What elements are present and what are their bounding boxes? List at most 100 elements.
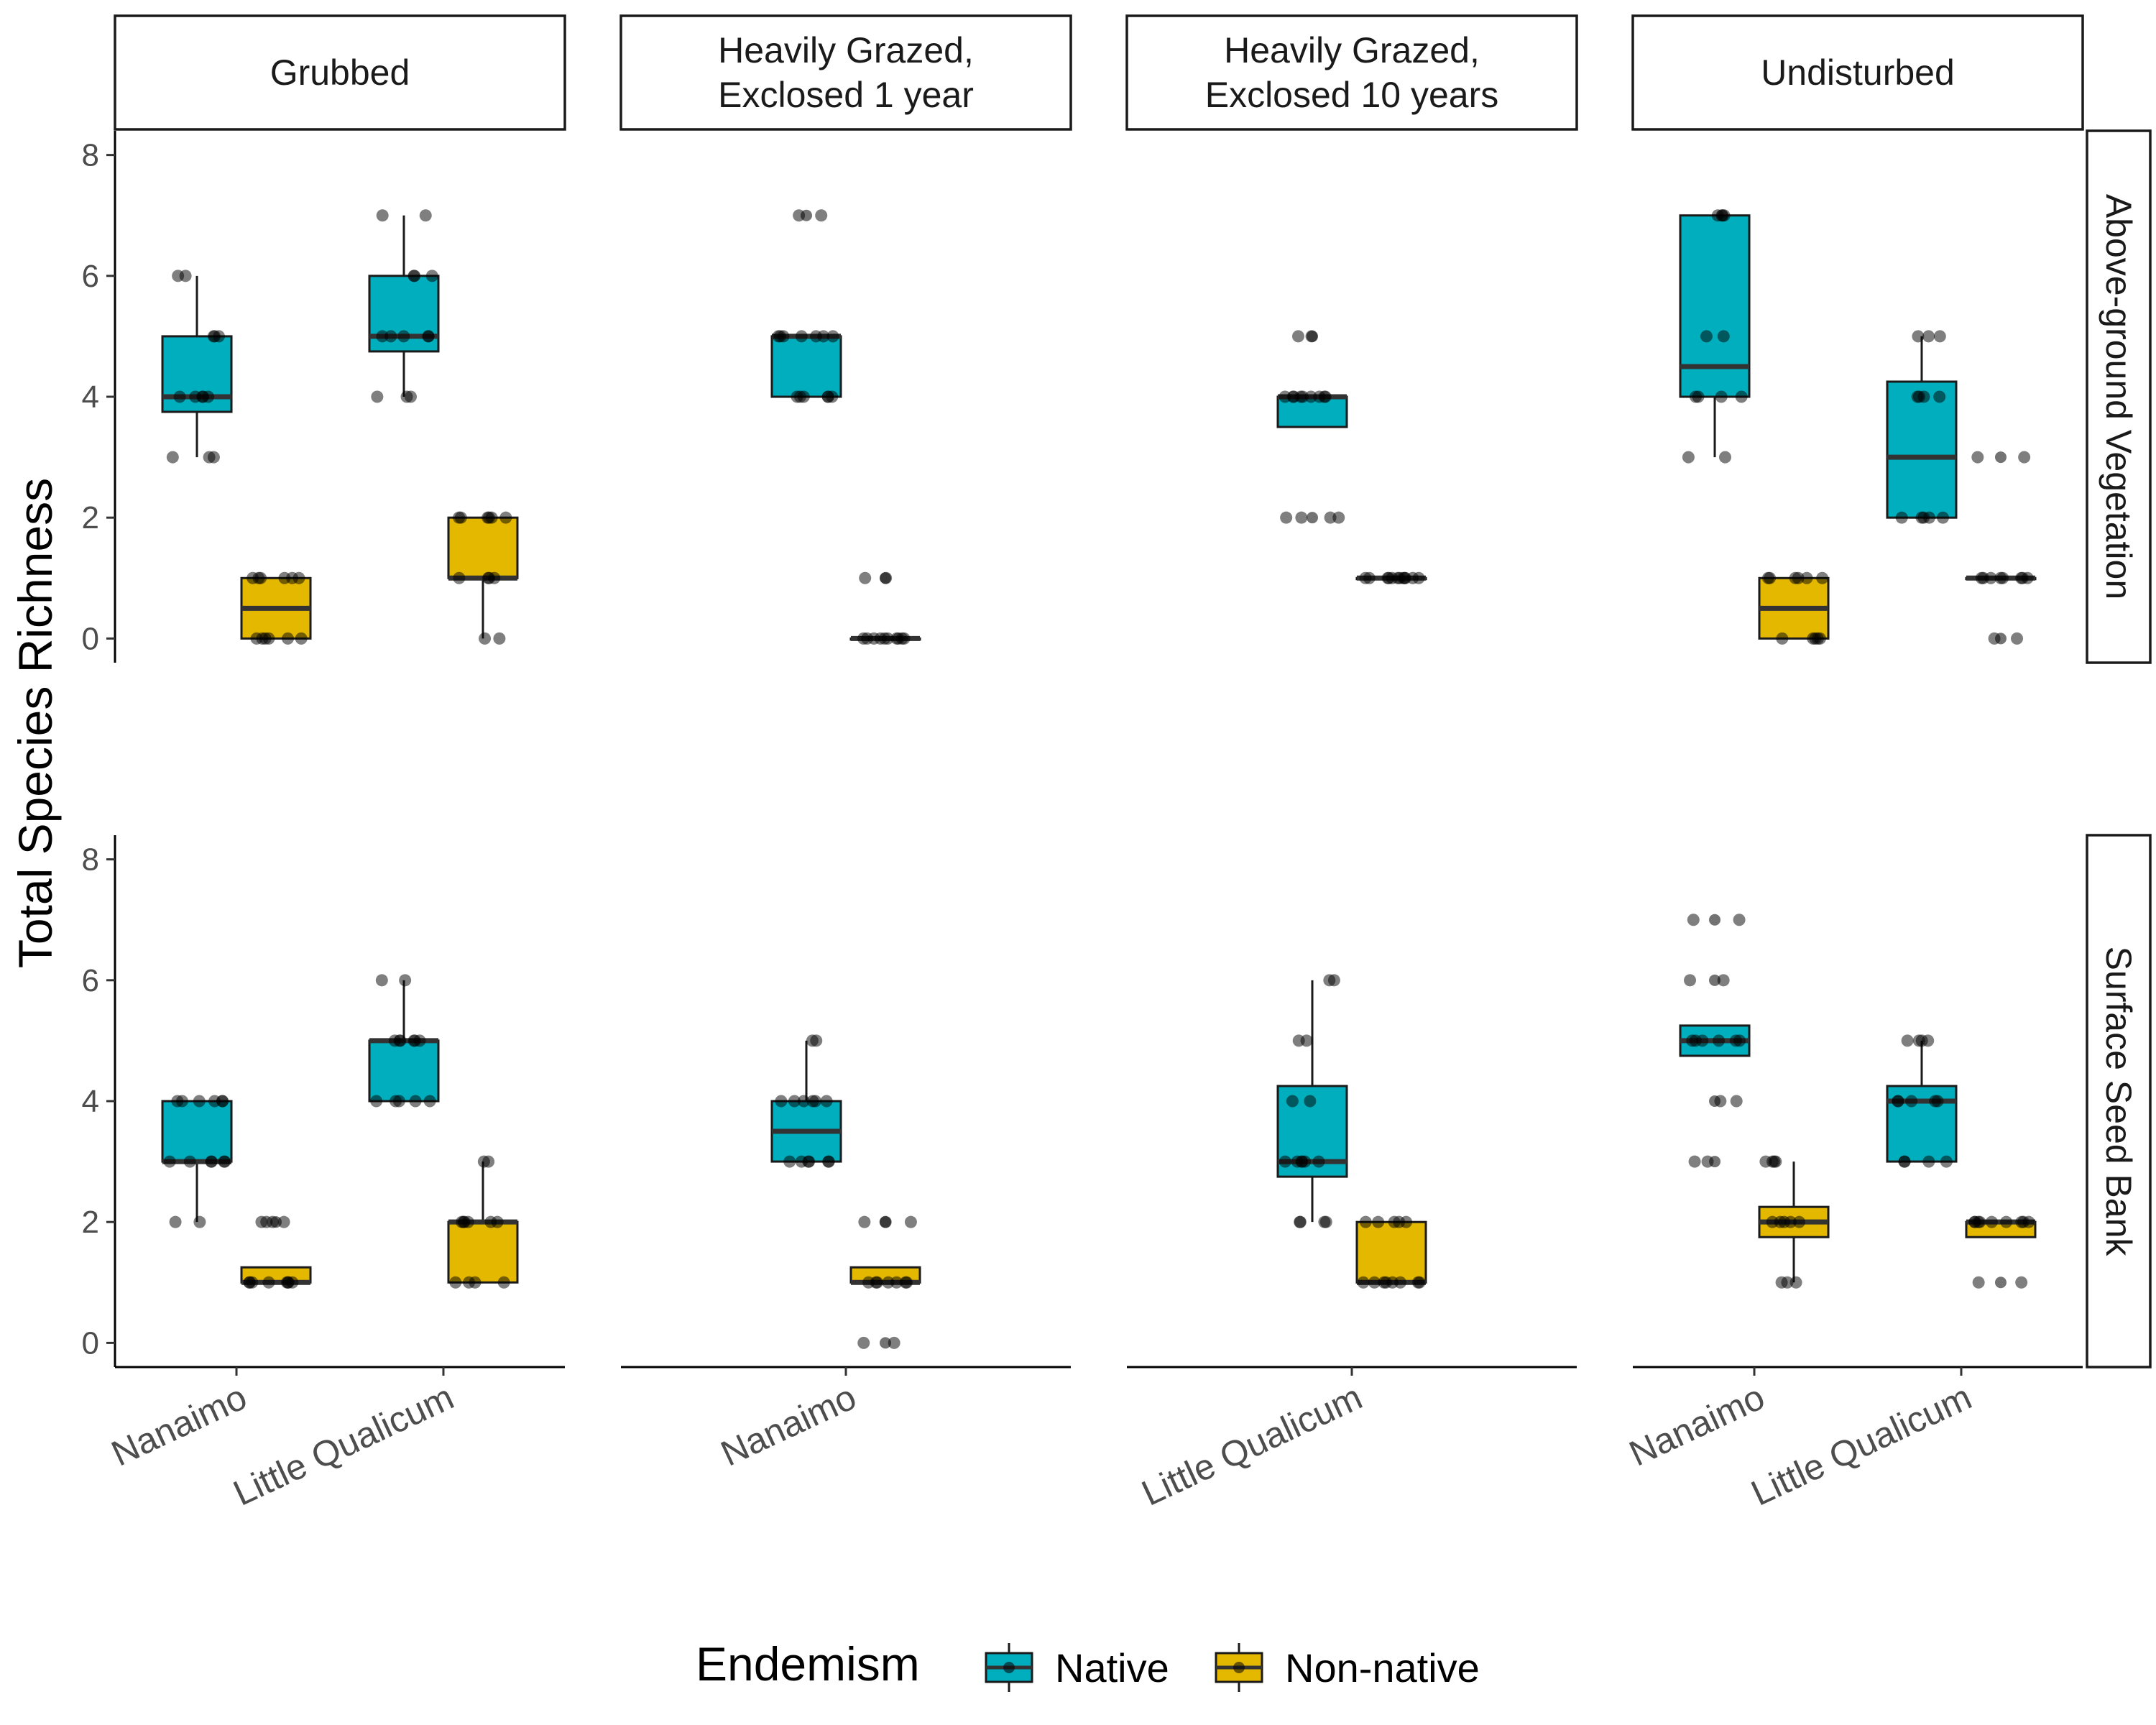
column-strip bbox=[619, 14, 1072, 131]
data-point bbox=[1411, 1276, 1424, 1289]
box-non-native bbox=[1355, 571, 1427, 584]
data-point bbox=[393, 1034, 406, 1047]
column-strip-label: Exclosed 10 years bbox=[1205, 75, 1499, 115]
data-point bbox=[1793, 1215, 1806, 1228]
column-strip bbox=[1631, 14, 2084, 131]
data-point bbox=[878, 632, 891, 645]
y-tick-label: 4 bbox=[82, 380, 99, 415]
y-tick-label: 6 bbox=[82, 963, 99, 998]
data-point bbox=[397, 330, 410, 343]
data-point bbox=[1940, 1155, 1953, 1168]
data-point bbox=[1968, 1215, 1981, 1228]
data-point bbox=[1730, 1095, 1743, 1108]
data-point bbox=[1776, 632, 1789, 645]
data-point bbox=[422, 330, 435, 343]
data-point bbox=[1985, 1215, 1998, 1228]
column-strip-label: Undisturbed bbox=[1761, 52, 1955, 93]
data-point bbox=[183, 1155, 196, 1168]
data-point bbox=[179, 270, 192, 282]
box-non-native bbox=[1355, 1215, 1427, 1289]
box-body bbox=[770, 335, 842, 398]
data-point bbox=[1368, 1276, 1381, 1289]
data-point bbox=[1766, 1155, 1779, 1168]
box-native bbox=[1679, 209, 1751, 464]
data-point bbox=[1905, 1095, 1918, 1108]
data-point bbox=[1279, 1155, 1291, 1168]
data-point bbox=[499, 511, 512, 524]
data-point bbox=[453, 571, 466, 584]
data-point bbox=[2016, 571, 2029, 584]
data-point bbox=[497, 1276, 510, 1289]
data-point bbox=[1312, 1155, 1325, 1168]
data-point bbox=[1789, 571, 1802, 584]
row-strip-label: Surface Seed Bank bbox=[2099, 947, 2139, 1257]
data-point bbox=[775, 1095, 788, 1108]
data-point bbox=[1901, 1034, 1914, 1047]
data-point bbox=[1295, 511, 1308, 524]
data-point bbox=[1682, 451, 1695, 464]
data-point bbox=[858, 1215, 871, 1228]
outlier-point bbox=[1307, 512, 1318, 524]
data-point bbox=[193, 1095, 206, 1108]
data-point bbox=[376, 209, 389, 222]
y-tick-label: 8 bbox=[82, 138, 99, 173]
data-point bbox=[399, 974, 412, 987]
legend-title: Endemism bbox=[696, 1637, 920, 1690]
data-point bbox=[857, 1336, 870, 1349]
box-non-native bbox=[849, 571, 921, 645]
outlier-point bbox=[1994, 1276, 2007, 1289]
data-point bbox=[449, 1276, 462, 1289]
data-point bbox=[262, 1276, 275, 1289]
outlier-point bbox=[1709, 914, 1721, 926]
box-native bbox=[1886, 1034, 1958, 1168]
data-point bbox=[216, 1095, 229, 1108]
data-point bbox=[1359, 1215, 1372, 1228]
box-non-native bbox=[1965, 1215, 2037, 1289]
data-point bbox=[409, 1095, 422, 1108]
data-point bbox=[1684, 974, 1697, 987]
data-point bbox=[870, 1276, 883, 1289]
data-point bbox=[2015, 1276, 2028, 1289]
data-point bbox=[904, 1215, 917, 1228]
panels-layer: Grubbed Heavily Grazed, Exclosed 1 year Hea… bbox=[82, 14, 2152, 1514]
data-point bbox=[1718, 209, 1731, 222]
outlier-point bbox=[1709, 974, 1721, 986]
outlier-point bbox=[1994, 451, 2007, 464]
data-point bbox=[483, 571, 496, 584]
data-point bbox=[1294, 1215, 1307, 1228]
data-point bbox=[1923, 511, 1936, 524]
data-point bbox=[810, 1034, 823, 1047]
y-tick-label: 0 bbox=[82, 621, 99, 656]
data-point bbox=[295, 632, 308, 645]
data-point bbox=[822, 1155, 835, 1168]
data-point bbox=[809, 1095, 822, 1108]
data-point bbox=[1972, 1276, 1985, 1289]
data-point bbox=[899, 1276, 912, 1289]
legend-label: Non-native bbox=[1285, 1645, 1480, 1690]
data-point bbox=[218, 1155, 231, 1168]
data-point bbox=[1286, 390, 1299, 403]
data-point bbox=[246, 1276, 259, 1289]
column-strip-label: Exclosed 1 year bbox=[718, 75, 974, 115]
data-point bbox=[1971, 451, 1984, 464]
data-point bbox=[370, 1095, 383, 1108]
data-point bbox=[1766, 1215, 1779, 1228]
data-point bbox=[795, 330, 808, 343]
data-point bbox=[783, 1155, 796, 1168]
legend-label: Native bbox=[1055, 1645, 1169, 1690]
data-point bbox=[1357, 1276, 1370, 1289]
data-point bbox=[423, 1095, 436, 1108]
data-point bbox=[173, 390, 186, 403]
data-point bbox=[1800, 571, 1813, 584]
data-point bbox=[166, 451, 179, 464]
y-tick-label: 4 bbox=[82, 1084, 99, 1119]
column-strip bbox=[114, 14, 566, 131]
data-point bbox=[1975, 571, 1988, 584]
data-point bbox=[392, 1095, 405, 1108]
data-point bbox=[2000, 1215, 2013, 1228]
data-point bbox=[1895, 511, 1908, 524]
box-non-native bbox=[240, 1215, 312, 1289]
y-tick-label: 2 bbox=[82, 500, 99, 535]
data-point bbox=[1898, 1155, 1911, 1168]
data-point bbox=[809, 330, 822, 343]
